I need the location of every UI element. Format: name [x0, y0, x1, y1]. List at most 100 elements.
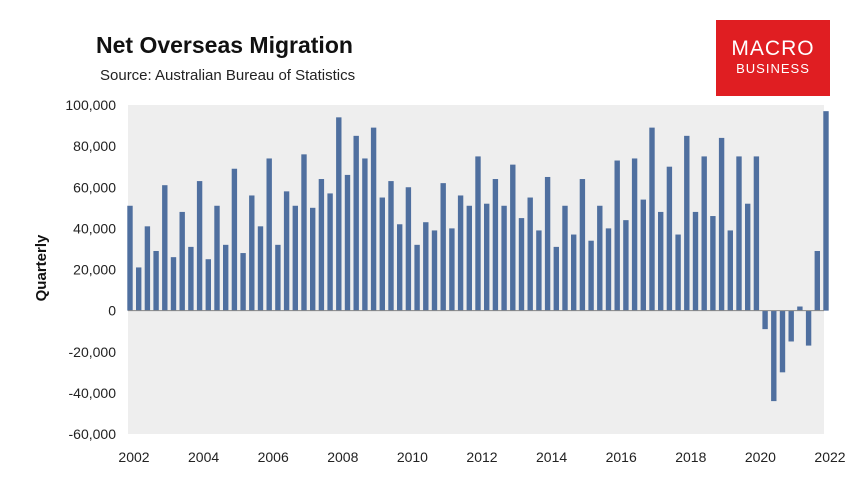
bar-q79: [805, 310, 812, 346]
bar-q70: [727, 230, 733, 311]
y-tick-label: 100,000: [65, 97, 116, 113]
x-tick-label: 2002: [118, 449, 149, 465]
bar-q66: [692, 211, 699, 311]
bar-q18: [275, 244, 281, 311]
bar-q61: [649, 127, 655, 311]
bar-q62: [658, 211, 664, 311]
y-tick-label: -20,000: [69, 344, 117, 360]
bar-q39: [457, 195, 464, 311]
bar-q48: [536, 230, 542, 311]
bar-q72: [745, 203, 751, 311]
y-tick-label: 60,000: [73, 179, 116, 195]
x-tick-label: 2018: [675, 449, 706, 465]
bar-q74: [762, 310, 768, 330]
bar-q33: [405, 187, 412, 311]
y-axis-label: Quarterly: [33, 234, 50, 301]
y-tick-label: 40,000: [73, 220, 116, 236]
x-axis-ticks: 2002 2004 2006 2008 2010 2012 2014 2016 2018 2020…: [118, 449, 845, 465]
bar-q24: [327, 193, 333, 311]
bar-q81: [823, 111, 829, 311]
bar-q73: [753, 156, 760, 311]
bar-q9: [196, 181, 203, 311]
bar-q29: [370, 127, 377, 311]
bar-q37: [440, 183, 446, 311]
bar-q1: [127, 205, 133, 311]
bar-q3: [144, 226, 151, 311]
bar-q71: [736, 156, 742, 311]
y-axis-ticks: 100,000 80,000 60,000 40,000 20,000 0 -20,000 -…: [65, 97, 116, 442]
x-tick-label: 2008: [327, 449, 358, 465]
chart-subtitle: Source: Australian Bureau of Statistics: [100, 67, 356, 84]
bar-q60: [640, 199, 646, 311]
bar-q80: [814, 250, 820, 311]
bar-q64: [675, 234, 681, 311]
bar-q8: [188, 246, 194, 311]
bar-q50: [553, 246, 559, 311]
y-tick-label: 20,000: [73, 262, 116, 278]
bar-q76: [779, 310, 786, 373]
bar-q38: [449, 228, 455, 311]
x-tick-label: 2012: [466, 449, 497, 465]
bar-q10: [205, 259, 211, 311]
bar-q69: [718, 137, 725, 311]
bar-q54: [588, 240, 594, 311]
bar-q15: [249, 195, 255, 311]
bar-q77: [788, 310, 794, 342]
macrobusiness-logo: MACRO BUSINESS: [716, 20, 830, 96]
bar-q11: [214, 205, 220, 311]
x-tick-label: 2022: [814, 449, 845, 465]
bar-q30: [379, 197, 385, 311]
y-tick-label: 0: [108, 303, 116, 319]
bar-q59: [631, 158, 638, 311]
bar-q42: [484, 203, 490, 311]
bar-q49: [544, 176, 551, 311]
bar-q57: [614, 160, 620, 311]
bar-q47: [527, 197, 533, 311]
bar-q45: [510, 164, 516, 311]
y-tick-label: -60,000: [69, 426, 117, 442]
bar-q27: [353, 135, 359, 311]
x-tick-label: 2020: [745, 449, 776, 465]
bar-q41: [475, 156, 481, 311]
bar-q58: [623, 220, 629, 311]
bar-q44: [501, 205, 507, 311]
bar-q13: [231, 168, 238, 311]
bar-q17: [266, 158, 272, 311]
bar-q20: [292, 205, 298, 311]
bar-q40: [466, 205, 472, 311]
bar-q68: [710, 216, 716, 311]
bar-series: [127, 111, 829, 402]
bar-q46: [518, 218, 525, 311]
y-tick-label: -40,000: [69, 385, 117, 401]
bar-q28: [362, 158, 368, 311]
x-tick-label: 2014: [536, 449, 567, 465]
bar-q53: [579, 179, 586, 311]
bar-q2: [136, 267, 142, 311]
bar-q63: [666, 166, 673, 311]
bar-q34: [414, 244, 420, 311]
bar-q7: [179, 211, 185, 311]
bar-q78: [797, 306, 803, 311]
bar-q67: [701, 156, 707, 311]
bar-q14: [240, 253, 246, 311]
bar-q16: [257, 226, 264, 311]
bar-q4: [153, 250, 159, 311]
bar-q56: [605, 228, 612, 311]
bar-q21: [301, 154, 307, 311]
bar-q19: [283, 191, 290, 311]
y-tick-label: 80,000: [73, 138, 116, 154]
bar-q26: [344, 174, 351, 311]
bar-q35: [423, 222, 429, 311]
bar-q55: [597, 205, 603, 311]
bar-q65: [684, 135, 690, 311]
bar-q5: [162, 185, 168, 311]
bar-q43: [492, 179, 499, 311]
bar-q12: [223, 244, 229, 311]
logo-line-1: MACRO: [731, 37, 815, 60]
bar-q22: [310, 207, 316, 311]
bar-q52: [571, 234, 577, 311]
bar-q32: [397, 224, 403, 311]
bar-q31: [388, 181, 394, 311]
bar-q36: [431, 230, 438, 311]
